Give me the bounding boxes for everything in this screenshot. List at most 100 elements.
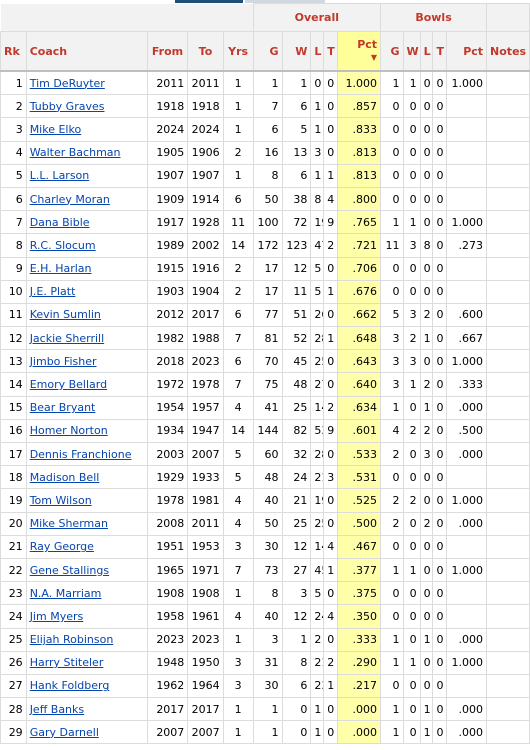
cell-from: 1903 (146, 279, 189, 304)
cell-losses: 8 (310, 186, 325, 212)
coach-link[interactable]: Madison Bell (29, 470, 100, 484)
cell-bowl-pct (446, 604, 488, 629)
coach-link[interactable]: Jim Myers (29, 609, 84, 623)
cell-yrs: 1 (222, 697, 254, 722)
cell-bowl-ties: 0 (432, 256, 448, 281)
col-header-bowl-w[interactable]: W (402, 31, 421, 72)
coach-link[interactable]: J.E. Platt (29, 285, 76, 299)
cell-notes (486, 534, 530, 559)
col-header-notes[interactable]: Notes (486, 31, 530, 72)
col-header-to[interactable]: To (187, 31, 224, 72)
col-header-w[interactable]: W (281, 31, 312, 72)
cell-rank: 27 (0, 673, 27, 699)
cell-yrs: 4 (222, 488, 254, 513)
coach-link[interactable]: Bear Bryant (29, 401, 96, 415)
coach-link[interactable]: Tim DeRuyter (29, 76, 105, 90)
coach-link[interactable]: Harry Stiteler (29, 656, 104, 670)
cell-yrs: 6 (222, 349, 254, 374)
coach-link[interactable]: Mike Sherman (29, 517, 108, 531)
cell-bowl-wins: 0 (402, 395, 421, 420)
coach-link[interactable]: Emory Bellard (29, 378, 108, 392)
coach-link[interactable]: Kevin Sumlin (29, 308, 101, 322)
cell-pct: .601 (337, 418, 382, 444)
col-header-bowl-t[interactable]: T (432, 31, 448, 72)
coach-link[interactable]: Tubby Graves (29, 99, 105, 113)
cell-ties: 4 (323, 534, 339, 559)
cell-bowl-wins: 0 (402, 117, 421, 142)
col-header-t[interactable]: T (323, 31, 339, 72)
cell-losses: 1 (310, 720, 325, 745)
col-header-bowl-l[interactable]: L (419, 31, 434, 72)
col-header-l[interactable]: L (310, 31, 325, 72)
coach-link[interactable]: Gary Darnell (29, 725, 99, 739)
cell-bowl-wins: 1 (402, 70, 421, 96)
cell-bowl-wins: 0 (402, 697, 421, 722)
cell-losses: 2 (310, 627, 325, 652)
coach-link[interactable]: Jackie Sherrill (29, 331, 105, 345)
coach-link[interactable]: Jimbo Fisher (29, 354, 97, 368)
cell-coach: Homer Norton (25, 418, 148, 444)
cell-bowl-losses: 0 (419, 256, 434, 281)
coach-link[interactable]: N.A. Marriam (29, 586, 102, 600)
cell-bowl-wins: 0 (402, 511, 421, 536)
coach-link[interactable]: Dana Bible (29, 215, 90, 229)
cell-bowl-losses: 0 (419, 557, 434, 583)
col-header-rk[interactable]: Rk (0, 31, 27, 72)
cell-to: 1961 (187, 604, 224, 629)
cell-bowl-ties: 0 (432, 673, 448, 699)
cell-bowl-wins: 0 (402, 140, 421, 165)
cell-bowl-wins: 2 (402, 326, 421, 351)
cell-from: 1958 (146, 604, 189, 629)
cell-wins: 123 (281, 233, 312, 258)
cell-bowl-games: 0 (380, 279, 404, 304)
cell-wins: 52 (281, 326, 312, 351)
coach-link[interactable]: Jeff Banks (29, 702, 85, 716)
cell-pct: .500 (337, 511, 382, 536)
cell-rank: 2 (0, 94, 27, 119)
cell-pct: .634 (337, 395, 382, 420)
cell-losses: 21 (310, 650, 325, 675)
cell-from: 1934 (146, 418, 189, 444)
coach-link[interactable]: E.H. Harlan (29, 262, 92, 276)
coach-link[interactable]: Gene Stallings (29, 563, 110, 577)
cell-rank: 22 (0, 557, 27, 583)
col-header-coach[interactable]: Coach (25, 31, 148, 72)
coach-link[interactable]: Walter Bachman (29, 146, 121, 160)
col-header-bowl-g[interactable]: G (380, 31, 404, 72)
cell-ties: 0 (323, 511, 339, 536)
cell-ties: 9 (323, 418, 339, 444)
cell-yrs: 7 (222, 372, 254, 397)
cell-wins: 0 (281, 720, 312, 745)
cell-ties: 0 (323, 117, 339, 142)
coach-link[interactable]: Tom Wilson (29, 493, 92, 507)
col-header-g[interactable]: G (252, 31, 283, 72)
coach-link[interactable]: Hank Foldberg (29, 679, 110, 693)
cell-yrs: 7 (222, 557, 254, 583)
cell-pct: .640 (337, 372, 382, 397)
coach-link[interactable]: L.L. Larson (29, 169, 90, 183)
table-row: 1 Tim DeRuyter 2011 2011 1 1 1 0 0 1.000 1 1 0 0 1.000 (0, 70, 530, 96)
cell-to: 1964 (187, 673, 224, 699)
cell-games: 40 (252, 604, 283, 629)
cell-bowl-pct: .667 (446, 326, 488, 351)
coach-link[interactable]: Dennis Franchione (29, 447, 132, 461)
coach-link[interactable]: Elijah Robinson (29, 633, 114, 647)
coach-link[interactable]: Mike Elko (29, 122, 82, 136)
cell-from: 1972 (146, 372, 189, 397)
cell-bowl-wins: 2 (402, 418, 421, 444)
col-header-bowl-pct[interactable]: Pct (446, 31, 488, 72)
coach-link[interactable]: R.C. Slocum (29, 238, 96, 252)
sort-descending-icon: ▼ (370, 53, 378, 62)
col-header-pct-sorted[interactable]: Pct ▼ (337, 31, 382, 72)
coach-link[interactable]: Ray George (29, 540, 94, 554)
cell-wins: 8 (281, 650, 312, 675)
cell-coach: Walter Bachman (25, 140, 148, 165)
col-header-from[interactable]: From (146, 31, 189, 72)
coach-link[interactable]: Charley Moran (29, 192, 110, 206)
coach-link[interactable]: Homer Norton (29, 424, 108, 438)
col-header-yrs[interactable]: Yrs (222, 31, 254, 72)
cell-yrs: 6 (222, 186, 254, 212)
cell-coach: Tubby Graves (25, 94, 148, 119)
